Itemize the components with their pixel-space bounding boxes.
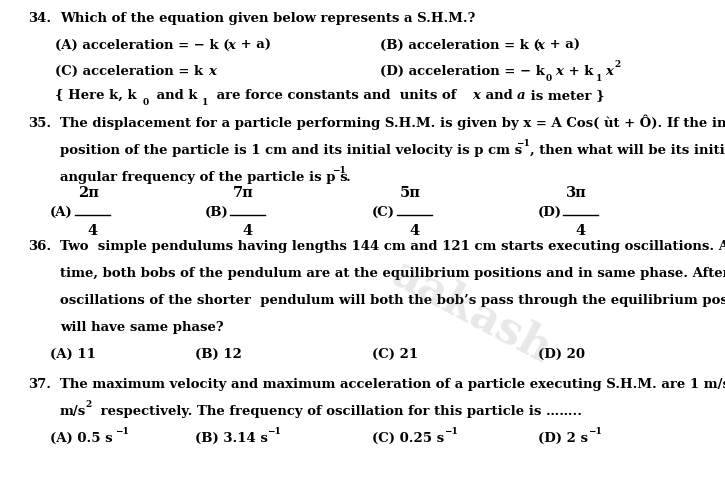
Text: .: .	[346, 171, 351, 184]
Text: will have same phase?: will have same phase?	[60, 321, 223, 334]
Text: 0: 0	[143, 98, 149, 107]
Text: { Here k, k: { Here k, k	[55, 89, 136, 102]
Text: 1: 1	[202, 98, 208, 107]
Text: (A): (A)	[50, 206, 72, 219]
Text: 1: 1	[595, 74, 602, 83]
Text: m/s: m/s	[60, 404, 86, 417]
Text: , then what will be its initial phase? The: , then what will be its initial phase? T…	[530, 144, 725, 157]
Text: −1: −1	[444, 426, 458, 435]
Text: 4: 4	[409, 224, 419, 238]
Text: x: x	[473, 89, 481, 102]
Text: 34.: 34.	[28, 12, 51, 25]
Text: (D): (D)	[538, 206, 562, 219]
Text: oscillations of the shorter  pendulum will both the bob’s pass through the equil: oscillations of the shorter pendulum wil…	[60, 294, 725, 307]
Text: 5π: 5π	[400, 186, 421, 200]
Text: (D) acceleration = − k: (D) acceleration = − k	[380, 65, 545, 78]
Text: (B) 12: (B) 12	[195, 348, 242, 360]
Text: (C): (C)	[372, 206, 395, 219]
Text: x: x	[555, 65, 563, 78]
Text: (A) 11: (A) 11	[50, 348, 96, 360]
Text: The maximum velocity and maximum acceleration of a particle executing S.H.M. are: The maximum velocity and maximum acceler…	[60, 377, 725, 390]
Text: 3π: 3π	[566, 186, 587, 200]
Text: 4: 4	[242, 224, 252, 238]
Text: a: a	[516, 89, 525, 102]
Text: (C) acceleration = k: (C) acceleration = k	[55, 65, 203, 78]
Text: + k: + k	[565, 65, 594, 78]
Text: (C) 21: (C) 21	[372, 348, 418, 360]
Text: (D) 20: (D) 20	[538, 348, 585, 360]
Text: are force constants and  units of: are force constants and units of	[212, 89, 460, 102]
Text: and: and	[481, 89, 518, 102]
Text: (B) 3.14 s: (B) 3.14 s	[195, 431, 268, 444]
Text: (D) 2 s: (D) 2 s	[538, 431, 588, 444]
Text: time, both bobs of the pendulum are at the equilibrium positions and in same pha: time, both bobs of the pendulum are at t…	[60, 267, 725, 280]
Text: −1: −1	[115, 426, 128, 435]
Text: x: x	[227, 39, 235, 52]
Text: + a): + a)	[545, 39, 580, 52]
Text: (B): (B)	[205, 206, 229, 219]
Text: −1: −1	[516, 139, 531, 148]
Text: 4: 4	[575, 224, 585, 238]
Text: 7π: 7π	[233, 186, 254, 200]
Text: (C) 0.25 s: (C) 0.25 s	[372, 431, 444, 444]
Text: −1: −1	[267, 426, 281, 435]
Text: position of the particle is 1 cm and its initial velocity is p cm s: position of the particle is 1 cm and its…	[60, 144, 522, 157]
Text: 2: 2	[615, 60, 621, 69]
Text: x: x	[605, 65, 613, 78]
Text: 35.: 35.	[28, 117, 51, 130]
Text: respectively. The frequency of oscillation for this particle is ……..: respectively. The frequency of oscillati…	[96, 404, 581, 417]
Text: 37.: 37.	[28, 377, 51, 390]
Text: 4: 4	[87, 224, 97, 238]
Text: −1: −1	[589, 426, 602, 435]
Text: 2: 2	[86, 399, 92, 408]
Text: The displacement for a particle performing S.H.M. is given by x = A Cos( ùt + Ô): The displacement for a particle performi…	[60, 115, 725, 130]
Text: is meter }: is meter }	[526, 89, 604, 102]
Text: x: x	[208, 65, 216, 78]
Text: −1: −1	[333, 166, 347, 175]
Text: 0: 0	[545, 74, 552, 83]
Text: x: x	[536, 39, 544, 52]
Text: (A) 0.5 s: (A) 0.5 s	[50, 431, 112, 444]
Text: 36.: 36.	[28, 239, 51, 253]
Text: 2π: 2π	[78, 186, 99, 200]
Text: angular frequency of the particle is p s: angular frequency of the particle is p s	[60, 171, 347, 184]
Text: (A) acceleration = − k (: (A) acceleration = − k (	[55, 39, 230, 52]
Text: Two  simple pendulums having lengths 144 cm and 121 cm starts executing oscillat: Two simple pendulums having lengths 144 …	[60, 239, 725, 253]
Text: aakash: aakash	[384, 250, 558, 371]
Text: + a): + a)	[236, 39, 271, 52]
Text: Which of the equation given below represents a S.H.M.?: Which of the equation given below repres…	[60, 12, 476, 25]
Text: and k: and k	[152, 89, 198, 102]
Text: (B) acceleration = k (: (B) acceleration = k (	[380, 39, 539, 52]
